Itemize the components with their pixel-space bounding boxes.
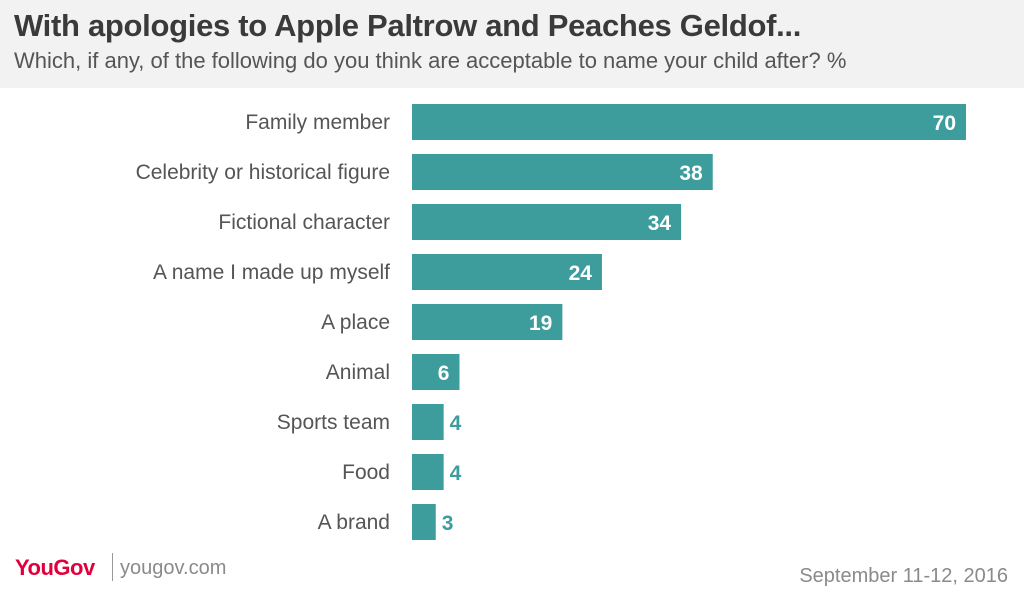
value-label: 3: [442, 512, 454, 535]
bar: [412, 104, 966, 140]
bar: [412, 454, 444, 490]
survey-date: September 11-12, 2016: [799, 565, 1008, 587]
chart-subtitle: Which, if any, of the following do you t…: [14, 48, 847, 73]
value-label: 6: [438, 362, 450, 385]
category-label: Fictional character: [218, 211, 390, 234]
bar-chart: Family member 70 Celebrity or historical f…: [136, 104, 966, 540]
value-label: 4: [450, 412, 462, 435]
value-label: 4: [450, 462, 462, 485]
bar: [412, 354, 460, 390]
chart-header: [0, 0, 1024, 88]
category-label: Animal: [326, 361, 390, 384]
value-label: 38: [679, 162, 703, 185]
value-label: 24: [569, 262, 593, 285]
category-label: Celebrity or historical figure: [136, 161, 390, 184]
value-label: 34: [648, 212, 672, 235]
bar: [412, 254, 602, 290]
category-label: A brand: [318, 511, 390, 534]
bar: [412, 154, 713, 190]
bar: [412, 504, 436, 540]
bar: [412, 404, 444, 440]
yougov-logo: YouGov: [15, 555, 95, 580]
category-label: Food: [342, 461, 390, 484]
category-label: A place: [321, 311, 390, 334]
bar: [412, 204, 682, 240]
value-label: 19: [529, 312, 552, 335]
chart-title: With apologies to Apple Paltrow and Peac…: [14, 8, 802, 43]
category-label: Family member: [245, 111, 390, 134]
footer-site-link[interactable]: yougov.com: [120, 557, 227, 579]
footer-divider: [112, 553, 113, 581]
category-label: Sports team: [277, 411, 390, 434]
value-label: 70: [933, 112, 956, 135]
bar: [412, 304, 563, 340]
category-label: A name I made up myself: [153, 261, 390, 284]
